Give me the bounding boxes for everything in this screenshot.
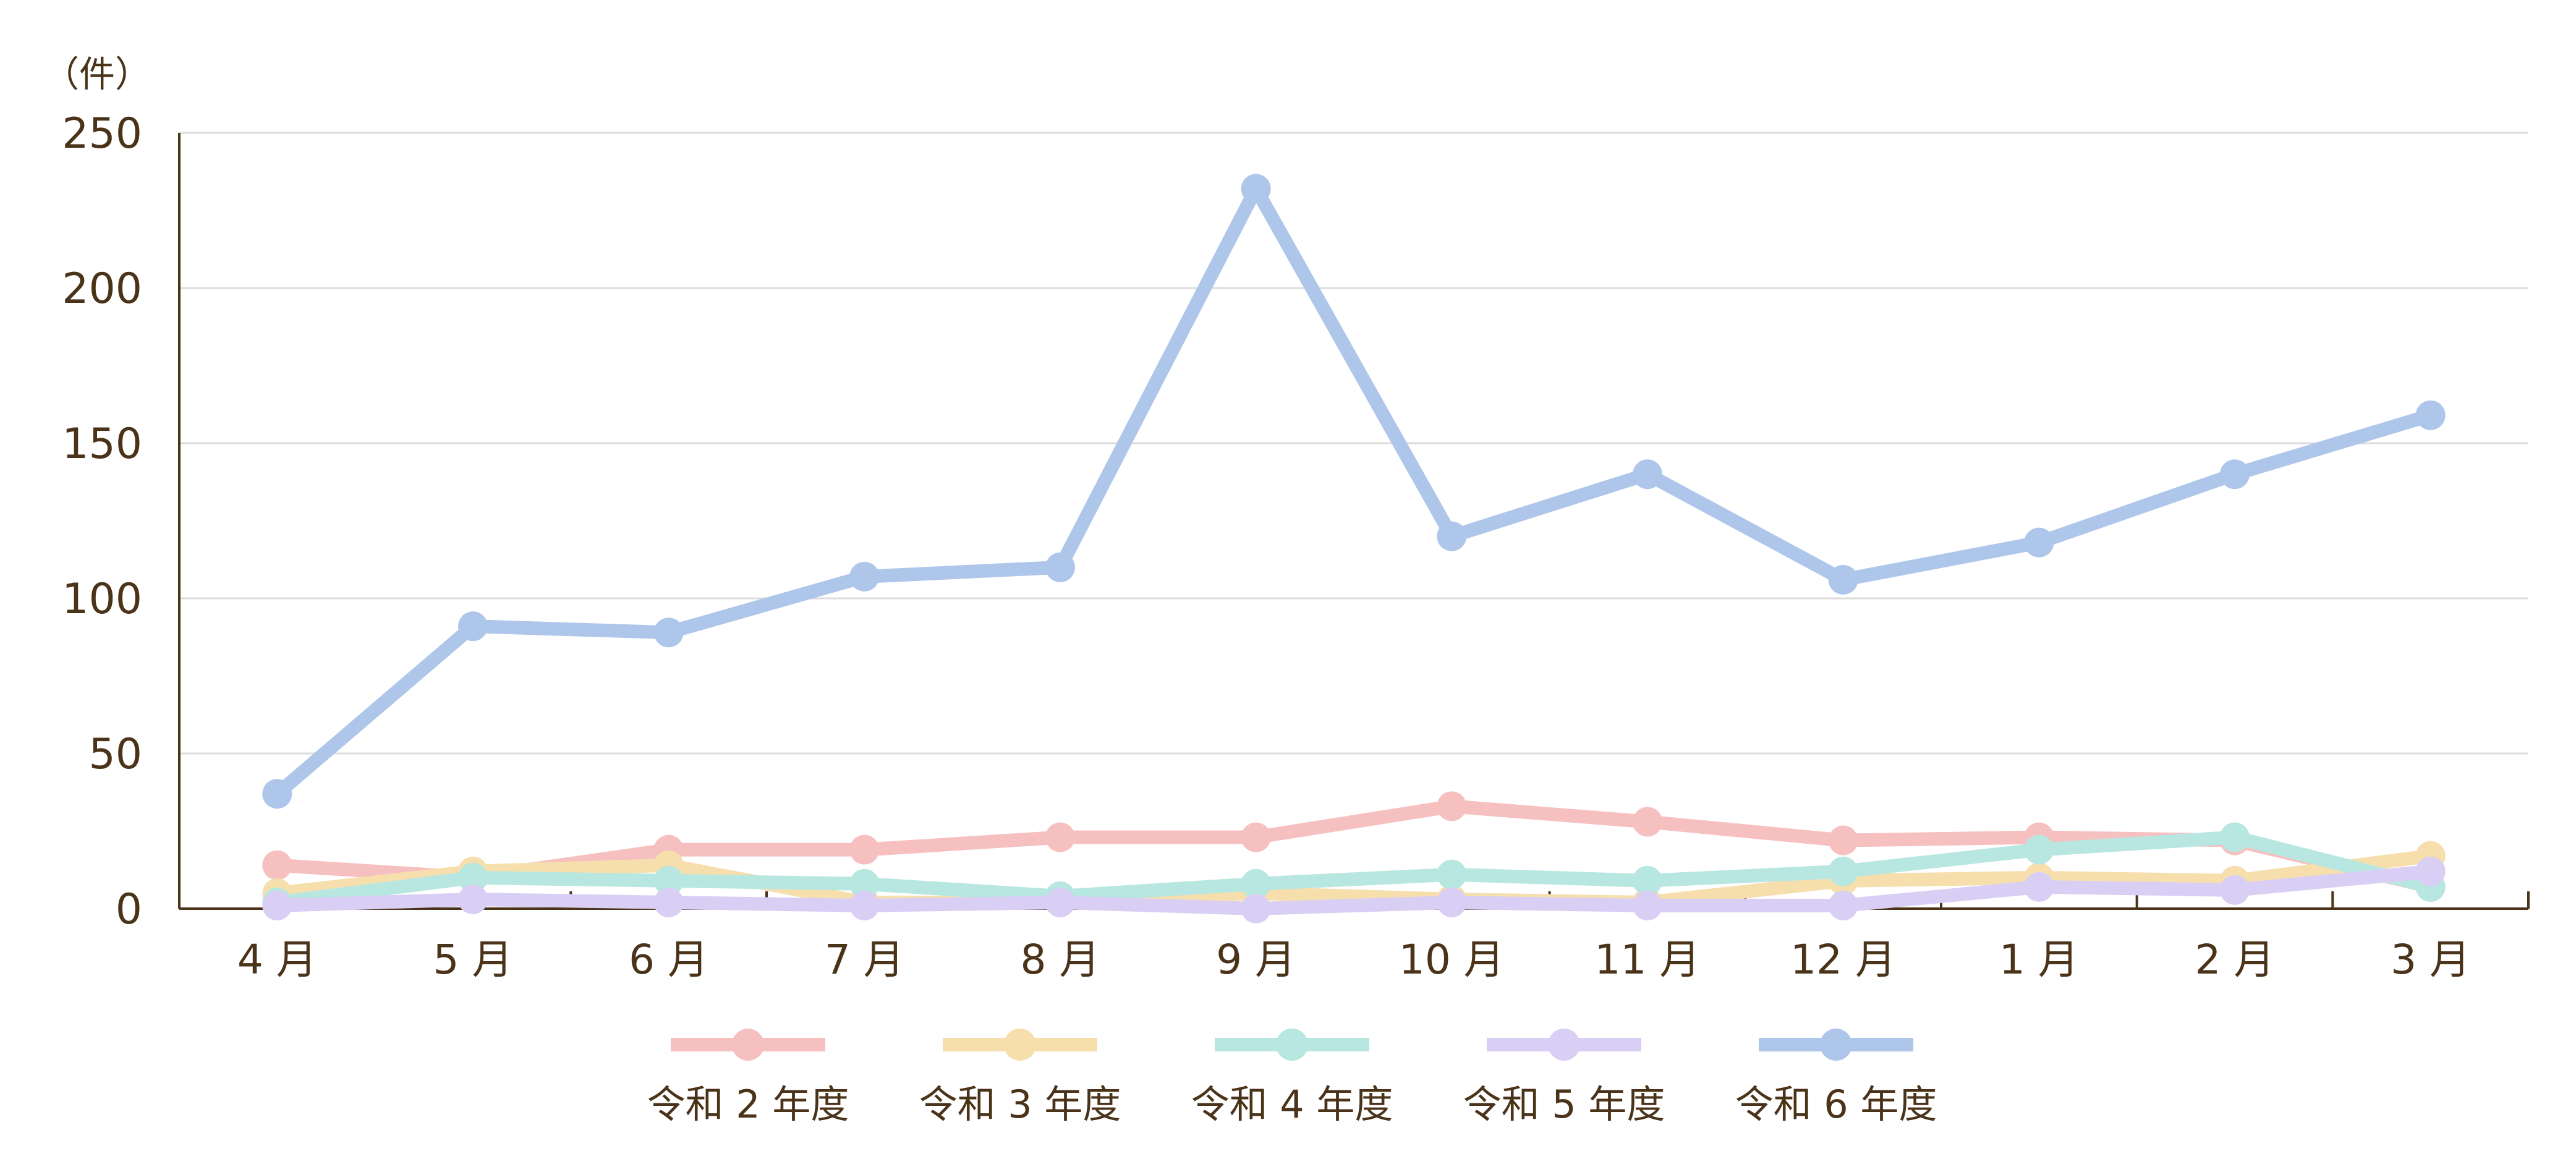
data-point xyxy=(1828,890,1858,920)
data-point xyxy=(2024,834,2054,865)
x-tick-label: 12 月 xyxy=(1790,936,1896,983)
data-point xyxy=(1828,825,1858,855)
legend-item: 令和 5 年度 xyxy=(1463,1029,1665,1127)
series-5 xyxy=(262,174,2446,809)
x-tick-label: 2 月 xyxy=(2195,936,2275,983)
legend-label: 令和 6 年度 xyxy=(1735,1082,1937,1127)
data-point xyxy=(2415,856,2446,886)
data-point xyxy=(1241,894,1271,923)
data-point xyxy=(458,611,488,642)
axes xyxy=(178,133,2530,910)
data-point xyxy=(653,618,684,648)
x-tick-label: 5 月 xyxy=(433,936,513,983)
y-tick-label: 50 xyxy=(88,730,142,779)
y-tick-label: 150 xyxy=(62,420,142,469)
legend-swatch-marker xyxy=(1004,1029,1036,1061)
data-point xyxy=(849,868,880,899)
data-point xyxy=(1633,865,1662,896)
data-point xyxy=(1045,822,1075,852)
data-point xyxy=(2220,459,2250,490)
data-point xyxy=(2024,872,2054,902)
data-point xyxy=(458,884,488,914)
legend-label: 令和 3 年度 xyxy=(919,1082,1121,1127)
data-point xyxy=(1241,822,1271,852)
legend-item: 令和 2 年度 xyxy=(647,1029,849,1127)
data-point xyxy=(1828,856,1858,886)
legend-label: 令和 5 年度 xyxy=(1463,1082,1665,1127)
series-line xyxy=(270,830,2438,909)
legend-swatch-marker xyxy=(732,1029,764,1061)
y-tick-label: 200 xyxy=(62,265,142,313)
data-point xyxy=(1241,868,1271,899)
y-tick-label: 250 xyxy=(62,109,142,158)
x-tick-label: 4 月 xyxy=(237,936,317,983)
data-point xyxy=(2220,822,2250,852)
legend-item: 令和 4 年度 xyxy=(1191,1029,1393,1127)
data-point xyxy=(262,890,292,920)
series-line xyxy=(270,849,2438,909)
legend-swatch-marker xyxy=(1820,1029,1852,1061)
legend-item: 令和 3 年度 xyxy=(919,1029,1121,1127)
data-point xyxy=(849,890,880,920)
series-4 xyxy=(262,856,2446,923)
legend-swatch-marker xyxy=(1276,1029,1308,1061)
x-tick-label: 11 月 xyxy=(1595,936,1701,983)
data-point xyxy=(1045,552,1075,582)
data-point xyxy=(458,862,488,893)
data-point xyxy=(1633,890,1662,920)
data-point xyxy=(653,865,684,896)
data-point xyxy=(849,834,880,865)
data-point xyxy=(1437,521,1467,551)
series-line xyxy=(270,799,2438,894)
series-line xyxy=(270,182,2438,801)
x-axis-ticks: 4 月 5 月 6 月 7 月 8 月 9 月 10 月 11 月 12 月 1 月 2 月 3 月 xyxy=(237,936,2470,983)
y-tick-label: 0 xyxy=(116,885,142,934)
x-tick-label: 7 月 xyxy=(825,936,904,983)
data-point xyxy=(1437,791,1467,821)
data-point xyxy=(1633,459,1662,490)
data-point xyxy=(849,561,880,592)
x-tick-label: 9 月 xyxy=(1216,936,1296,983)
legend-label: 令和 4 年度 xyxy=(1191,1082,1393,1127)
data-point xyxy=(653,887,684,917)
series-group xyxy=(262,174,2446,923)
x-tick-label: 8 月 xyxy=(1021,936,1100,983)
data-point xyxy=(262,850,292,880)
grid-lines xyxy=(179,132,2528,755)
x-tick-label: 10 月 xyxy=(1399,936,1505,983)
x-tick-label: 1 月 xyxy=(1999,936,2079,983)
data-point xyxy=(2220,875,2250,905)
data-point xyxy=(1633,807,1662,837)
series-line xyxy=(270,864,2438,915)
data-point xyxy=(1045,887,1075,917)
y-unit-label: （件） xyxy=(43,53,151,95)
y-axis-ticks: 0 50 100 150 200 250 xyxy=(62,109,142,934)
data-point xyxy=(1437,859,1467,889)
legend-item: 令和 6 年度 xyxy=(1735,1029,1937,1127)
data-point xyxy=(262,779,292,809)
data-point xyxy=(2415,400,2446,430)
legend-swatch-marker xyxy=(1548,1029,1580,1061)
x-tick-label: 6 月 xyxy=(629,936,708,983)
legend-label: 令和 2 年度 xyxy=(647,1082,849,1127)
data-point xyxy=(1437,887,1467,917)
data-point xyxy=(2024,527,2054,558)
legend: 令和 2 年度 令和 3 年度 令和 4 年度 令和 5 年度 令和 6 年度 xyxy=(647,1029,1937,1127)
y-tick-label: 100 xyxy=(62,575,142,624)
x-tick-label: 3 月 xyxy=(2391,936,2470,983)
data-point xyxy=(1241,174,1271,204)
data-point xyxy=(1828,564,1858,595)
